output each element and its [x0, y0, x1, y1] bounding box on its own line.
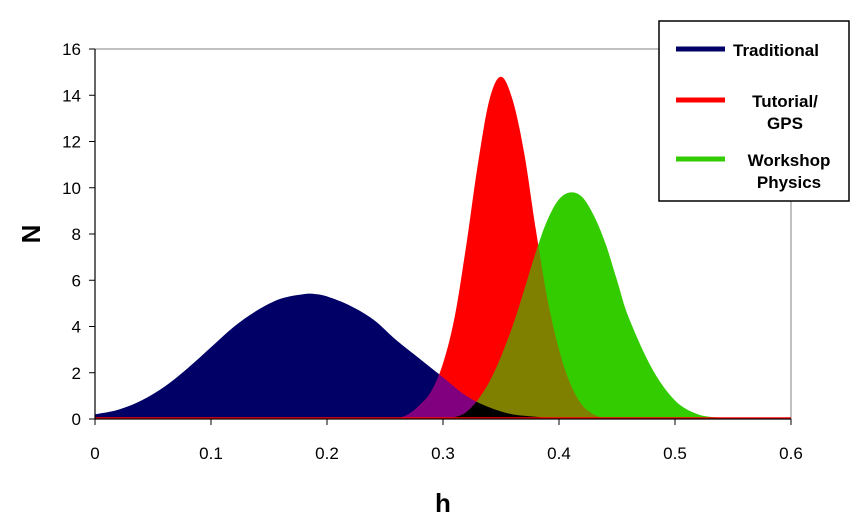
x-tick-label: 0.4	[547, 444, 571, 463]
y-tick-label: 10	[62, 179, 81, 198]
y-ticks: 0 2 4 6 8 10 12 14 16	[62, 40, 95, 429]
legend-label-traditional: Traditional	[733, 41, 819, 60]
y-tick-label: 16	[62, 40, 81, 59]
y-tick-label: 12	[62, 133, 81, 152]
legend-label-workshop-line1: Workshop	[748, 151, 831, 170]
legend: Traditional Tutorial/ GPS Workshop Physi…	[658, 20, 850, 202]
series-area-traditional	[95, 293, 583, 419]
y-tick-label: 14	[62, 86, 81, 105]
y-tick-label: 6	[72, 271, 81, 290]
y-tick-label: 8	[72, 225, 81, 244]
x-tick-label: 0	[90, 444, 99, 463]
legend-label-workshop-line2: Physics	[757, 173, 821, 192]
x-axis-title: h	[435, 488, 451, 518]
x-tick-label: 0.5	[663, 444, 687, 463]
y-tick-label: 0	[72, 410, 81, 429]
x-tick-label: 0.6	[779, 444, 803, 463]
y-axis-title: N	[16, 225, 46, 244]
x-tick-label: 0.3	[431, 444, 455, 463]
x-tick-label: 0.2	[315, 444, 339, 463]
legend-label-tutorial-line1: Tutorial/	[752, 92, 818, 111]
series-layer	[95, 76, 791, 419]
legend-label-tutorial-line2: GPS	[767, 114, 803, 133]
y-tick-label: 4	[72, 318, 81, 337]
x-ticks: 0 0.1 0.2 0.3 0.4 0.5 0.6	[90, 419, 803, 463]
x-tick-label: 0.1	[199, 444, 223, 463]
y-tick-label: 2	[72, 364, 81, 383]
